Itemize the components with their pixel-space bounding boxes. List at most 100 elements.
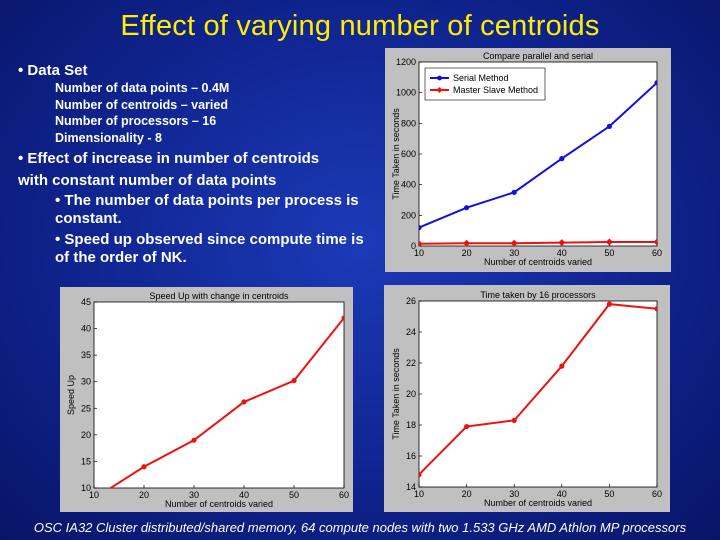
bullet-effect-line1: • Effect of increase in number of centro… — [18, 150, 320, 167]
y-axis-label: Time Taken in seconds — [391, 348, 401, 440]
plot-area — [93, 301, 345, 489]
data-point — [605, 238, 613, 246]
y-tick-label: 400 — [401, 180, 416, 190]
y-tick-label: 14 — [406, 482, 416, 492]
series-group — [419, 80, 657, 231]
x-tick-label: 40 — [557, 248, 567, 258]
data-point — [341, 315, 344, 321]
data-point — [511, 189, 517, 195]
y-tick-label: 15 — [81, 456, 91, 466]
data-point — [419, 472, 422, 478]
series-line — [419, 303, 657, 476]
sub-bullet-2-line1: • Speed up observed since compute time i… — [55, 231, 364, 248]
x-tick-label: 50 — [604, 489, 614, 499]
x-axis-label: Number of centroids varied — [484, 498, 592, 508]
y-tick-label: 1200 — [396, 57, 416, 67]
x-tick-label: 30 — [189, 490, 199, 500]
y-tick-label: 22 — [406, 358, 416, 368]
x-tick-label: 20 — [462, 248, 472, 258]
footer-note: OSC IA32 Cluster distributed/shared memo… — [33, 520, 687, 535]
y-tick-label: 0 — [411, 241, 416, 251]
y-tick-label: 24 — [406, 327, 416, 337]
legend-marker — [437, 75, 442, 81]
sub-bullet-1-line2: constant. — [55, 210, 122, 227]
x-tick-label: 30 — [509, 248, 519, 258]
y-tick-label: 10 — [81, 483, 91, 493]
y-tick-label: 20 — [406, 389, 416, 399]
slide-title: Effect of varying number of centroids — [120, 10, 600, 42]
chart-speed-up: Speed Up with change in centroids 10 20 30 4… — [60, 287, 353, 512]
data-point — [464, 205, 470, 211]
data-point — [241, 399, 247, 405]
data-point — [606, 123, 612, 129]
legend-box — [424, 67, 546, 101]
data-point — [419, 225, 422, 231]
x-tick-label: 60 — [652, 489, 662, 499]
series-group — [108, 315, 344, 488]
chart-speed-up-svg: Speed Up with change in centroids 10 20 30 4… — [66, 291, 349, 509]
series-group — [419, 301, 657, 478]
x-tick-label: 50 — [289, 490, 299, 500]
x-tick-label: 20 — [139, 490, 149, 500]
y-tick-label: 1000 — [396, 88, 416, 98]
detail-data-points: Number of data points – 0.4M — [55, 81, 230, 95]
x-tick-label: 30 — [509, 489, 519, 499]
x-axis-label: Number of centroids varied — [484, 257, 592, 267]
data-point — [463, 239, 471, 246]
y-tick-label: 16 — [406, 451, 416, 461]
x-axis-label: Number of centroids varied — [165, 499, 273, 509]
series-group — [419, 238, 657, 246]
x-tick-label: 60 — [652, 248, 662, 258]
chart-title: Speed Up with change in centroids — [149, 291, 289, 301]
y-tick-label: 200 — [401, 210, 416, 220]
chart-time-16-processors: Time taken by 16 processors 10 20 30 40 50 60 1… — [384, 285, 670, 512]
x-tick-label: 50 — [604, 248, 614, 258]
x-tick-label: 60 — [339, 490, 349, 500]
bullet-data-set: • Data Set — [18, 62, 88, 79]
data-point — [653, 238, 657, 246]
y-tick-label: 25 — [81, 403, 91, 413]
bullet-effect-line2: with constant number of data points — [18, 172, 277, 189]
y-tick-label: 30 — [81, 377, 91, 387]
x-tick-label: 10 — [414, 489, 424, 499]
data-point — [559, 363, 565, 369]
y-axis-label: Speed Up — [66, 375, 76, 415]
data-point — [291, 378, 297, 384]
data-point — [654, 306, 657, 312]
data-point — [654, 80, 657, 86]
detail-centroids: Number of centroids – varied — [55, 97, 228, 112]
series-line — [419, 241, 657, 245]
y-tick-label: 18 — [406, 420, 416, 430]
y-tick-label: 26 — [406, 296, 416, 306]
y-tick-label: 20 — [81, 430, 91, 440]
y-tick-label: 600 — [401, 149, 416, 159]
data-point — [141, 464, 147, 470]
legend-label: Serial Method — [453, 73, 509, 83]
x-tick-label: 40 — [239, 490, 249, 500]
y-tick-label: 35 — [81, 350, 91, 360]
data-point — [191, 437, 197, 443]
legend-marker — [436, 87, 443, 93]
sub-bullet-1-line1: • The number of data points per process … — [55, 192, 359, 209]
data-point — [558, 239, 566, 246]
series-line — [419, 81, 657, 229]
y-axis-label: Time Taken in seconds — [391, 108, 401, 200]
chart-title: Compare parallel and serial — [483, 51, 593, 61]
y-tick-label: 45 — [81, 297, 91, 307]
detail-processors: Number of processors – 16 — [55, 114, 217, 128]
data-point — [419, 240, 423, 246]
data-point — [606, 301, 612, 307]
chart-time-svg: Time taken by 16 processors 10 20 30 40 50 60 1… — [391, 290, 662, 508]
data-point — [511, 417, 517, 423]
y-tick-label: 40 — [81, 324, 91, 334]
data-point — [510, 239, 518, 246]
series-line — [108, 317, 344, 488]
x-tick-label: 10 — [89, 490, 99, 500]
x-tick-label: 20 — [462, 489, 472, 499]
y-tick-label: 800 — [401, 118, 416, 128]
x-tick-label: 10 — [414, 248, 424, 258]
chart-title: Time taken by 16 processors — [480, 290, 596, 300]
legend-label: Master Slave Method — [453, 85, 538, 95]
data-point — [559, 156, 565, 162]
